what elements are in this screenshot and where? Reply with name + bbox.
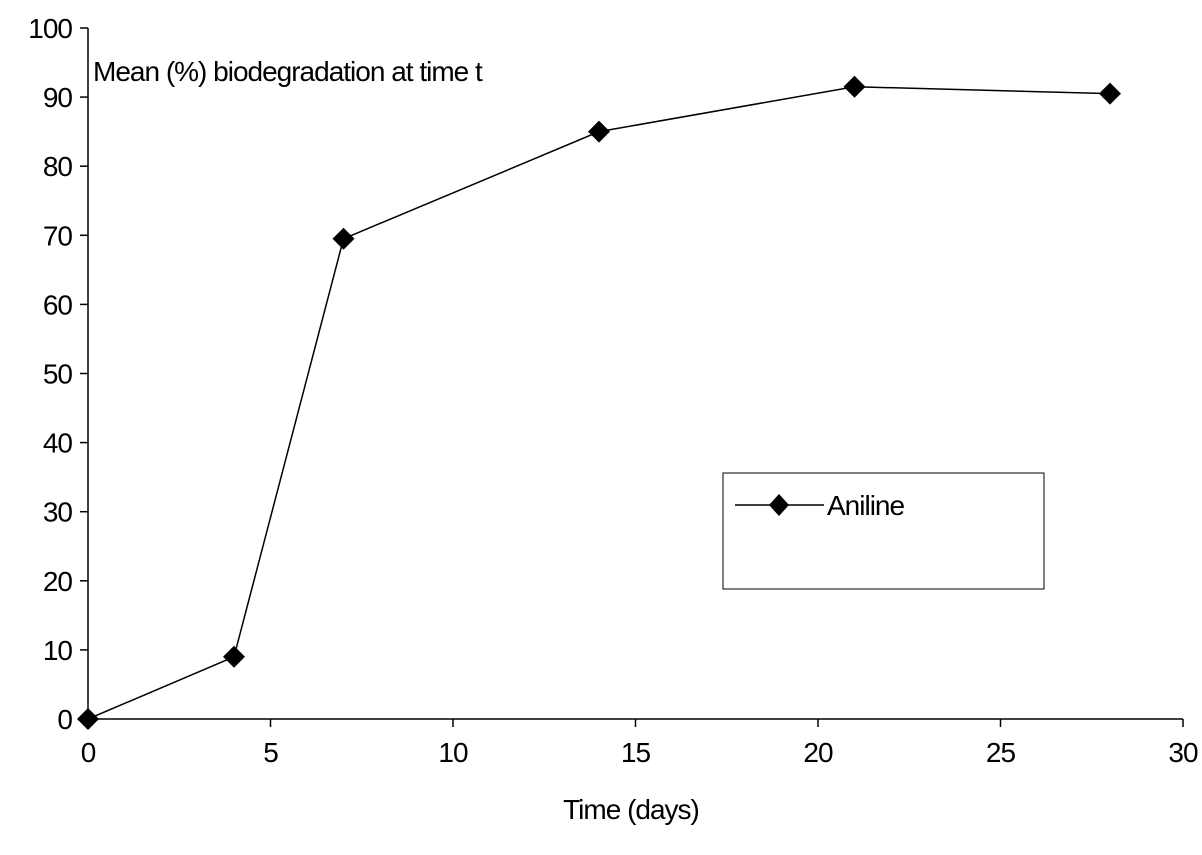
y-tick-label: 100 [28, 13, 72, 44]
series-line-aniline [87, 85, 1111, 720]
data-point-aniline-3 [588, 120, 610, 143]
data-point-aniline-5 [1099, 82, 1121, 105]
data-point-aniline-2 [332, 227, 355, 250]
legend-label-aniline: Aniline [827, 490, 904, 521]
data-point-aniline-4 [843, 75, 866, 98]
y-tick-label: 20 [43, 566, 73, 597]
data-point-aniline-1 [223, 645, 245, 668]
y-tick-label: 40 [43, 428, 73, 459]
x-tick-label: 15 [621, 737, 651, 768]
y-tick-label: 30 [43, 497, 73, 528]
y-tick-label: 60 [43, 289, 73, 320]
x-tick-label: 30 [1168, 737, 1198, 768]
y-axis-title: Mean (%) biodegradation at time t [93, 56, 483, 87]
y-tick-label: 70 [43, 220, 73, 251]
series-layer [77, 75, 1121, 730]
y-tick-label: 50 [43, 359, 73, 390]
y-tick-label: 0 [57, 704, 72, 735]
x-tick-label: 5 [263, 737, 278, 768]
axes [87, 28, 1183, 720]
y-ticks: 0 10 20 30 40 50 60 70 80 90 100 [28, 13, 88, 735]
y-tick-label: 90 [43, 82, 73, 113]
x-ticks: 0 5 10 15 20 25 30 [81, 719, 1199, 768]
x-tick-label: 10 [438, 737, 468, 768]
y-tick-label: 80 [43, 151, 73, 182]
data-point-aniline-0 [77, 708, 99, 730]
x-tick-label: 25 [986, 737, 1016, 768]
y-tick-label: 10 [43, 635, 73, 666]
legend-box [722, 472, 1045, 590]
x-tick-label: 0 [81, 737, 96, 768]
legend-marker [769, 494, 789, 516]
legend: Aniline [722, 472, 1045, 590]
x-tick-label: 20 [803, 737, 833, 768]
x-axis-title: Time (days) [563, 794, 699, 825]
